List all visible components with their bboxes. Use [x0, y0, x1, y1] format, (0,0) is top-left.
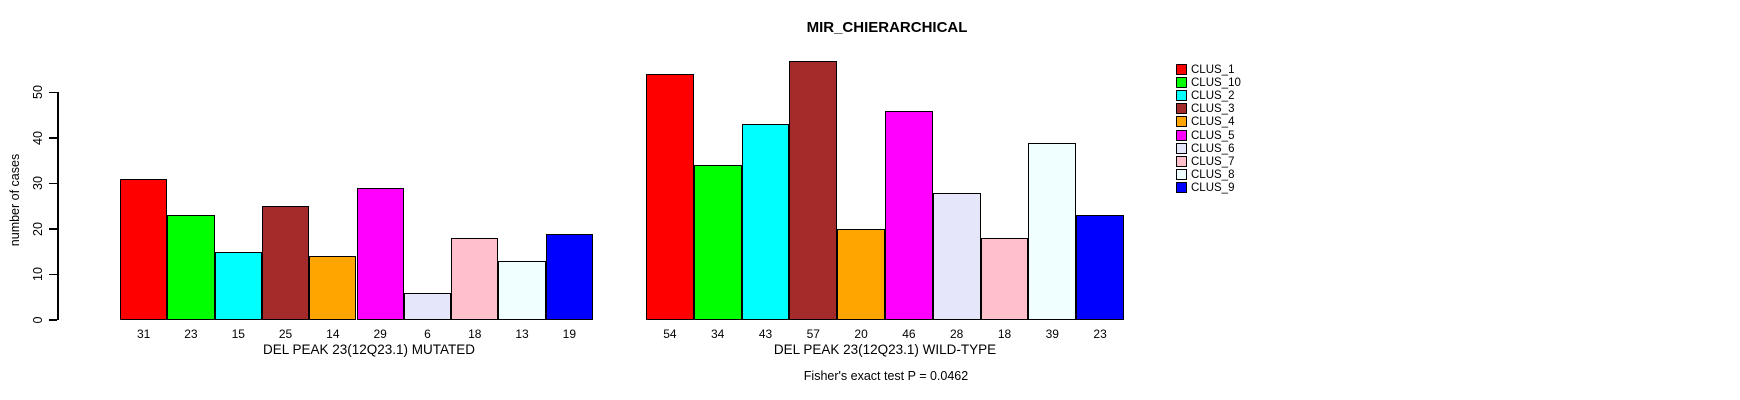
bar-clus_5-group-1	[356, 188, 404, 320]
fisher-test-annotation: Fisher's exact test P = 0.0462	[803, 369, 969, 383]
bar-clus_1-group-2	[646, 74, 694, 320]
bar-clus_4-group-2	[837, 228, 885, 320]
bar-clus_3-group-2	[789, 60, 838, 320]
legend-swatch-clus_5	[1176, 129, 1187, 141]
legend-swatch-clus_8	[1176, 169, 1187, 181]
bar-value-label: 57	[806, 327, 820, 341]
y-axis-tick-label: 10	[31, 267, 45, 282]
y-axis-tick	[49, 137, 57, 139]
y-axis-tick-label: 50	[31, 85, 45, 100]
x-axis-label-wild-type: DEL PEAK 23(12Q23.1) WILD-TYPE	[773, 342, 997, 357]
bar-clus_9-group-2	[1076, 215, 1124, 320]
chart-title: MIR_CHIERARCHICAL	[806, 19, 968, 36]
y-axis-tick	[49, 273, 57, 276]
bar-clus_9-group-1	[545, 233, 593, 320]
bar-value-label: 46	[902, 327, 916, 341]
bar-clus_5-group-2	[885, 110, 933, 320]
bar-clus_1-group-1	[120, 178, 168, 320]
bar-clus_7-group-1	[451, 238, 499, 320]
legend-label-clus_10: CLUS_10	[1191, 76, 1241, 89]
y-axis-tick	[49, 319, 57, 321]
bar-clus_2-group-1	[214, 251, 262, 320]
legend-swatch-clus_2	[1176, 89, 1187, 101]
y-axis-tick-label: 0	[31, 316, 45, 324]
y-axis-tick	[49, 182, 57, 185]
legend-label-clus_7: CLUS_7	[1191, 155, 1235, 168]
bar-value-label: 25	[278, 327, 293, 341]
bar-value-label: 54	[663, 327, 677, 341]
bar-value-label: 23	[184, 327, 198, 341]
legend-swatch-clus_10	[1176, 76, 1187, 88]
legend-swatch-clus_1	[1176, 63, 1187, 75]
bar-value-label: 13	[515, 327, 529, 341]
y-axis-tick-label: 20	[31, 222, 45, 236]
legend-swatch-clus_6	[1176, 142, 1187, 154]
bar-value-label: 14	[326, 327, 340, 341]
legend-swatch-clus_7	[1176, 155, 1187, 167]
legend-swatch-clus_4	[1176, 116, 1187, 128]
bar-clus_10-group-1	[167, 215, 215, 320]
bar-value-label: 23	[1093, 327, 1107, 341]
legend-label-clus_8: CLUS_8	[1191, 169, 1235, 182]
legend-label-clus_9: CLUS_9	[1191, 182, 1235, 195]
bar-value-label: 15	[231, 327, 245, 341]
legend-swatch-clus_3	[1176, 103, 1187, 115]
y-axis-tick	[49, 228, 57, 230]
x-axis-label-mutated: DEL PEAK 23(12Q23.1) MUTATED	[262, 342, 476, 357]
bar-value-label: 34	[711, 327, 725, 341]
y-axis-tick-label: 40	[31, 131, 45, 145]
bar-clus_10-group-2	[693, 165, 742, 320]
bar-clus_8-group-2	[1028, 142, 1077, 320]
y-axis-tick-label: 30	[31, 176, 45, 191]
bar-value-label: 28	[950, 327, 964, 341]
bar-value-label: 39	[1045, 327, 1059, 341]
bar-value-label: 43	[758, 327, 773, 341]
y-axis-tick	[49, 91, 57, 94]
legend-label-clus_4: CLUS_4	[1191, 116, 1235, 129]
bar-value-label: 19	[562, 327, 577, 341]
bar-value-label: 29	[373, 327, 387, 341]
bar-value-label: 31	[136, 327, 151, 341]
bar-clus_6-group-1	[403, 292, 452, 320]
bar-clus_3-group-1	[261, 206, 310, 320]
bar-value-label: 6	[424, 327, 431, 341]
y-axis-label: number of cases	[8, 153, 22, 247]
legend-label-clus_2: CLUS_2	[1191, 89, 1235, 102]
legend-label-clus_6: CLUS_6	[1191, 142, 1235, 155]
bar-value-label: 18	[997, 327, 1012, 341]
bar-value-label: 20	[854, 327, 868, 341]
bar-clus_8-group-1	[498, 260, 546, 320]
bar-clus_7-group-2	[980, 238, 1029, 320]
legend-swatch-clus_9	[1176, 182, 1187, 194]
bar-clus_4-group-1	[309, 256, 357, 320]
legend-label-clus_5: CLUS_5	[1191, 129, 1235, 142]
bar-clus_6-group-2	[932, 192, 981, 320]
legend-label-clus_1: CLUS_1	[1191, 63, 1235, 76]
bar-value-label: 18	[468, 327, 482, 341]
y-axis-line	[57, 92, 59, 320]
legend-label-clus_3: CLUS_3	[1191, 103, 1235, 116]
bar-clus_2-group-2	[741, 124, 790, 320]
